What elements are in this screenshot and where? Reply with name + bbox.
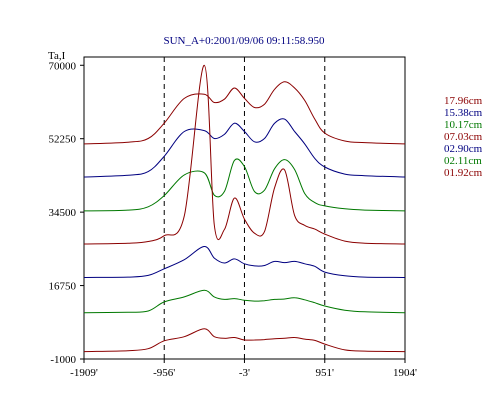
- y-tick-label: 70000: [49, 60, 77, 72]
- y-tick-label: 16750: [49, 281, 77, 293]
- y-tick-label: -1000: [50, 354, 76, 366]
- legend-entry: 02.11cm: [444, 155, 482, 167]
- legend-entry: 10.17cm: [444, 119, 483, 131]
- legend-entry: 02.90cm: [444, 143, 483, 155]
- series-layer: [83, 64, 406, 353]
- y-axis-ticks: -1000 16750 34500 52250 70000: [49, 60, 84, 366]
- series-line: [83, 289, 406, 314]
- series-line: [83, 64, 406, 245]
- x-tick-label: -3': [239, 367, 250, 379]
- x-tick-label: -956': [153, 367, 175, 379]
- series-line: [83, 245, 406, 278]
- legend-entry: 07.03cm: [444, 131, 483, 143]
- legend-entry: 17.96cm: [444, 95, 483, 107]
- legend-entry: 15.38cm: [444, 107, 483, 119]
- series-line: [83, 158, 406, 212]
- legend: 17.96cm15.38cm10.17cm07.03cm02.90cm02.11…: [444, 95, 483, 179]
- y-tick-label: 34500: [49, 207, 77, 219]
- x-axis-ticks: -1909' -956' -3' 951' 1904': [70, 359, 417, 379]
- y-tick-label: 52250: [49, 134, 77, 146]
- series-line: [83, 118, 406, 178]
- series-line: [83, 81, 406, 145]
- x-tick-label: 951': [316, 367, 335, 379]
- dashed-marker-lines: [163, 57, 326, 359]
- x-tick-label: -1909': [70, 367, 98, 379]
- legend-entry: 01.92cm: [444, 167, 483, 179]
- y-axis-label: Ta,I: [48, 50, 66, 62]
- x-tick-label: 1904': [393, 367, 417, 379]
- chart-title: SUN_A+0:2001/09/06 09:11:58.950: [163, 35, 325, 47]
- series-line: [83, 328, 406, 353]
